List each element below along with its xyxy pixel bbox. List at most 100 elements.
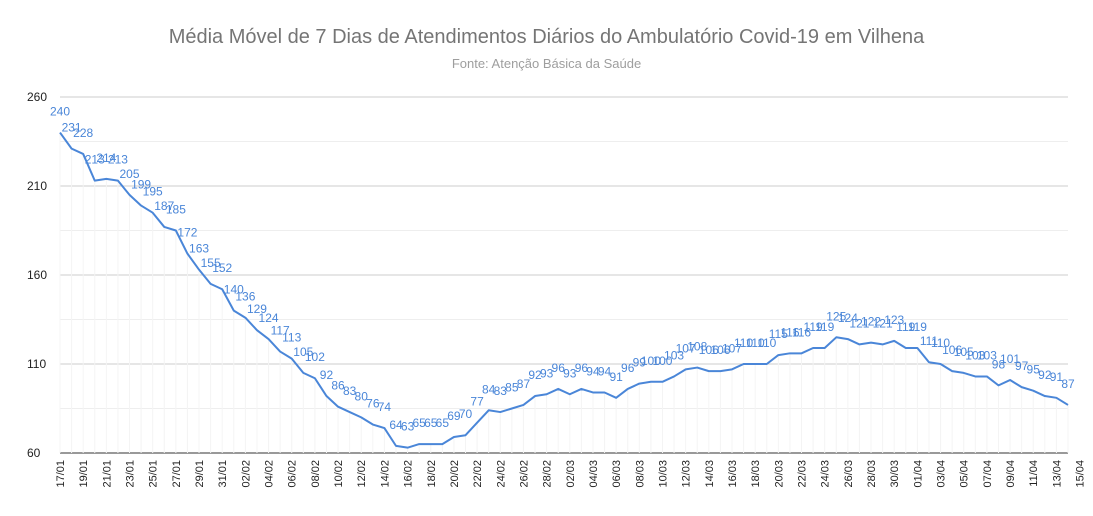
data-label: 121 [849, 316, 869, 330]
data-label: 87 [517, 377, 531, 391]
x-tick-label: 29/01 [194, 460, 206, 488]
data-label: 136 [235, 290, 255, 304]
data-label: 108 [687, 340, 707, 354]
data-label: 124 [838, 311, 858, 325]
data-label: 107 [722, 341, 742, 355]
data-label: 74 [378, 400, 392, 414]
x-tick-label: 15/04 [1075, 460, 1087, 488]
x-tick-label: 20/02 [449, 460, 461, 488]
data-label: 76 [366, 397, 380, 411]
data-label: 95 [1027, 363, 1041, 377]
x-tick-label: 18/02 [426, 460, 438, 488]
x-tick-label: 06/02 [287, 460, 299, 488]
data-label: 84 [482, 382, 496, 396]
x-tick-label: 07/04 [982, 460, 994, 488]
data-label: 185 [166, 203, 186, 217]
data-label: 91 [1050, 370, 1064, 384]
y-tick-label: 60 [27, 446, 41, 460]
series-line [59, 132, 1069, 449]
data-label: 122 [861, 315, 881, 329]
y-tick-label: 260 [27, 90, 47, 104]
data-label: 83 [343, 384, 357, 398]
data-label: 92 [320, 368, 334, 382]
x-tick-label: 03/04 [936, 460, 948, 488]
data-label: 96 [552, 361, 566, 375]
x-tick-label: 28/02 [542, 460, 554, 488]
x-tick-label: 16/02 [403, 460, 415, 488]
data-label: 93 [540, 366, 554, 380]
x-tick-label: 27/01 [171, 460, 183, 488]
x-tick-label: 26/02 [518, 460, 530, 488]
data-label: 65 [436, 416, 450, 430]
data-label: 240 [50, 105, 70, 119]
x-tick-label: 22/02 [472, 460, 484, 488]
data-label: 116 [792, 325, 811, 339]
data-label: 96 [575, 361, 589, 375]
data-label: 213 [108, 153, 128, 167]
data-label: 121 [873, 316, 893, 330]
data-label: 199 [131, 178, 151, 192]
data-label: 105 [954, 345, 974, 359]
data-label: 231 [62, 121, 82, 135]
x-tick-label: 22/03 [797, 460, 809, 488]
data-label: 64 [389, 418, 403, 432]
data-label: 163 [189, 242, 209, 256]
data-label: 103 [664, 348, 684, 362]
data-label: 99 [633, 356, 647, 370]
data-label: 119 [908, 320, 927, 334]
x-tick-label: 01/04 [912, 460, 924, 488]
data-label: 94 [598, 364, 612, 378]
x-tick-label: 08/03 [634, 460, 646, 488]
x-tick-label: 12/02 [356, 460, 368, 488]
data-label: 97 [1015, 359, 1029, 373]
data-label: 86 [331, 379, 345, 393]
data-label: 123 [884, 313, 904, 327]
x-tick-label: 06/03 [611, 460, 623, 488]
data-label: 125 [826, 309, 846, 323]
data-label: 101 [1000, 352, 1020, 366]
data-label: 92 [528, 368, 542, 382]
x-tick-label: 08/02 [310, 460, 322, 488]
data-label: 116 [780, 325, 799, 339]
x-tick-label: 26/03 [843, 460, 855, 488]
data-label: 113 [282, 331, 301, 345]
data-label: 83 [494, 384, 508, 398]
data-label: 119 [815, 320, 834, 334]
data-label: 205 [120, 167, 140, 181]
data-label: 228 [73, 126, 93, 140]
data-label: 106 [942, 343, 962, 357]
x-tick-label: 04/02 [264, 460, 276, 488]
data-label: 65 [412, 416, 426, 430]
chart-subtitle: Fonte: Atenção Básica da Saúde [451, 56, 642, 71]
data-label: 213 [85, 153, 105, 167]
y-tick-label: 110 [27, 357, 46, 371]
x-tick-label: 11/04 [1028, 460, 1040, 487]
data-label: 105 [293, 345, 313, 359]
chart-title: Média Móvel de 7 Dias de Atendimentos Di… [168, 26, 925, 48]
data-label: 106 [710, 343, 730, 357]
data-label: 155 [201, 256, 221, 270]
data-label: 70 [459, 407, 473, 421]
data-label: 119 [804, 320, 823, 334]
data-label: 152 [212, 261, 232, 275]
data-label: 92 [1038, 368, 1052, 382]
x-tick-label: 10/02 [333, 460, 345, 488]
x-tick-label: 16/03 [727, 460, 739, 488]
data-label: 77 [470, 395, 484, 409]
data-label: 111 [920, 334, 939, 348]
data-label: 119 [896, 320, 915, 334]
x-tick-label: 10/03 [657, 460, 669, 488]
data-label: 69 [447, 409, 461, 423]
data-label: 110 [757, 336, 776, 350]
data-label: 129 [247, 302, 267, 316]
data-label: 100 [641, 354, 661, 368]
x-tick-label: 09/04 [1005, 460, 1017, 488]
data-label: 124 [259, 311, 279, 325]
x-tick-label: 18/03 [750, 460, 762, 488]
data-label: 195 [143, 185, 163, 199]
data-label: 93 [563, 366, 577, 380]
x-tick-label: 13/04 [1051, 460, 1063, 488]
data-label: 187 [154, 199, 174, 213]
y-tick-label: 160 [27, 268, 47, 282]
